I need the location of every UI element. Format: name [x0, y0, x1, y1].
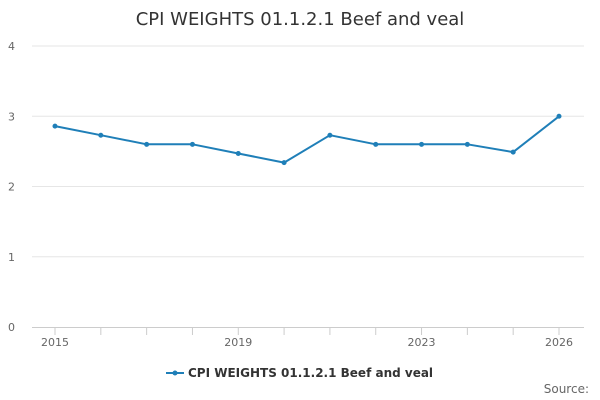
y-tick-label: 1: [8, 251, 15, 264]
x-tick-label: 2026: [545, 336, 573, 349]
y-tick-label: 0: [8, 321, 15, 334]
legend-swatch-marker: [172, 370, 178, 376]
source-label: Source:: [544, 382, 589, 396]
data-point[interactable]: [144, 141, 150, 147]
x-tick-label: 2019: [224, 336, 252, 349]
gridlines: [32, 45, 584, 258]
data-point[interactable]: [327, 132, 333, 138]
legend-label: CPI WEIGHTS 01.1.2.1 Beef and veal: [188, 366, 433, 380]
x-tick-label: 2023: [408, 336, 436, 349]
legend[interactable]: CPI WEIGHTS 01.1.2.1 Beef and veal: [166, 366, 433, 380]
data-point[interactable]: [235, 150, 241, 156]
data-point[interactable]: [556, 113, 562, 119]
series-group: [52, 113, 562, 166]
series-line: [54, 115, 560, 164]
y-tick-label: 2: [8, 181, 15, 194]
data-point[interactable]: [464, 141, 470, 147]
y-axis: 0 1 2 3 4: [8, 40, 15, 334]
x-tick-label: 2015: [41, 336, 69, 349]
data-point[interactable]: [373, 141, 379, 147]
data-point[interactable]: [189, 141, 195, 147]
data-point[interactable]: [281, 160, 287, 166]
y-tick-label: 3: [8, 110, 15, 123]
x-axis: 2015 2019 2023 2026: [32, 327, 584, 349]
chart-title: CPI WEIGHTS 01.1.2.1 Beef and veal: [136, 9, 465, 30]
y-tick-label: 4: [8, 40, 15, 53]
data-point[interactable]: [510, 149, 516, 155]
data-point[interactable]: [52, 123, 58, 129]
data-point[interactable]: [419, 141, 425, 147]
data-point[interactable]: [98, 132, 104, 138]
